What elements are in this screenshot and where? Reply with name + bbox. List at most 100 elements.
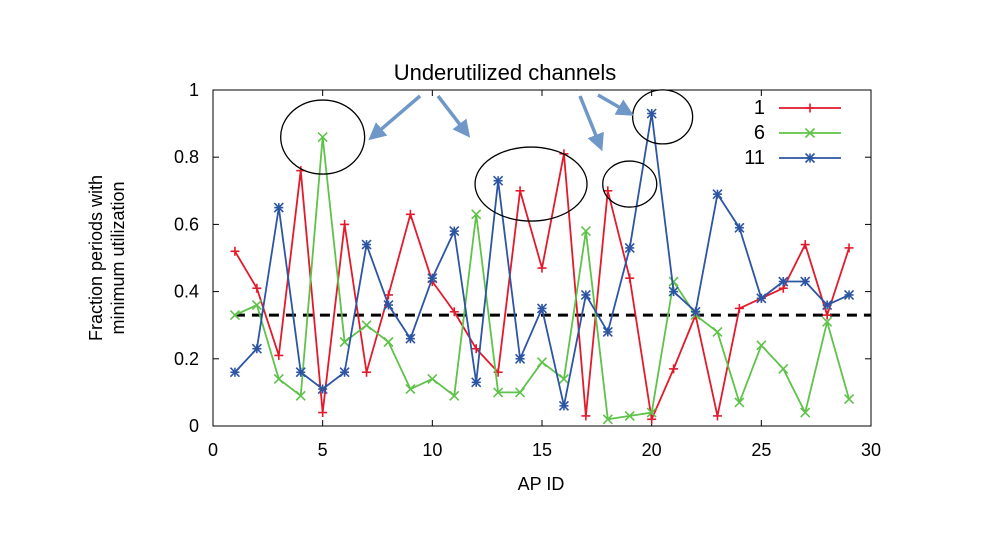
series-point-6 [756, 340, 767, 351]
series-point-11 [624, 242, 635, 253]
series-point-6 [800, 407, 811, 418]
legend-marker-11 [804, 152, 816, 164]
series-point-1 [800, 240, 810, 250]
series-point-6 [515, 387, 526, 398]
series-point-11 [339, 367, 350, 378]
y-axis-label-line-2: minimum utilization [108, 181, 128, 334]
series-point-11 [273, 202, 284, 213]
series-point-11 [449, 226, 460, 237]
series-point-1 [405, 209, 415, 219]
series-point-11 [558, 400, 569, 411]
series-point-6 [668, 276, 679, 287]
series-point-1 [647, 414, 657, 424]
legend-label-1: 1 [754, 97, 765, 119]
y-tick-label: 0.8 [174, 147, 199, 167]
series-point-6 [602, 414, 613, 425]
series-point-6 [251, 299, 262, 311]
series-point-1 [822, 310, 832, 320]
series-point-1 [340, 219, 350, 229]
series-point-11 [251, 343, 262, 354]
series-point-6 [734, 397, 745, 408]
series-point-6 [844, 394, 855, 405]
series-point-6 [295, 390, 306, 401]
series-point-1 [274, 350, 284, 360]
series-point-11 [668, 286, 679, 297]
series-point-1 [603, 186, 613, 196]
series-point-11 [317, 383, 328, 395]
series-point-11 [383, 299, 394, 311]
series-point-11 [756, 293, 767, 304]
y-tick-label: 0 [189, 416, 199, 436]
y-tick-label: 1 [189, 80, 199, 100]
series-point-6 [778, 363, 789, 374]
annotation-text: Underutilized channels [394, 60, 617, 85]
legend-label-11: 11 [744, 147, 765, 169]
series-point-11 [493, 175, 504, 186]
series-point-11 [822, 299, 833, 311]
series-point-11 [536, 303, 548, 314]
series-point-6 [624, 410, 635, 421]
series-point-1 [362, 367, 372, 377]
series-layer [229, 108, 855, 425]
x-tick-label: 5 [318, 440, 328, 460]
series-point-11 [844, 289, 855, 301]
y-axis-label-line-1: Fraction periods with [86, 175, 106, 341]
series-point-6 [273, 373, 284, 385]
highlight-ellipse [474, 146, 588, 222]
series-point-11 [800, 276, 811, 287]
series-point-1 [581, 411, 591, 421]
series-point-6 [405, 383, 416, 395]
series-point-11 [471, 377, 482, 388]
y-tick-label: 0.4 [174, 282, 199, 302]
x-tick-label: 20 [642, 440, 662, 460]
series-point-6 [536, 357, 548, 368]
series-point-1 [669, 364, 679, 374]
legend-marker-1 [805, 103, 815, 113]
series-point-11 [427, 273, 438, 284]
series-point-1 [734, 303, 744, 313]
series-point-1 [449, 307, 459, 317]
annotation-arrow [436, 94, 471, 138]
annotation-arrow [368, 94, 422, 141]
annotation-arrow [597, 93, 635, 116]
x-tick-label: 30 [861, 440, 881, 460]
series-point-11 [515, 353, 526, 364]
series-point-6 [317, 131, 328, 143]
series-point-6 [712, 326, 723, 337]
series-point-11 [229, 367, 240, 378]
series-point-6 [493, 387, 504, 398]
series-point-11 [646, 108, 657, 119]
x-tick-label: 15 [532, 440, 552, 460]
series-point-1 [230, 246, 240, 256]
series-point-6 [580, 226, 591, 237]
series-point-6 [361, 320, 372, 331]
series-point-6 [449, 390, 460, 401]
series-point-1 [318, 408, 328, 418]
series-point-1 [252, 283, 262, 293]
highlight-ellipse [631, 89, 694, 145]
series-point-6 [646, 407, 657, 418]
x-axis-label: AP ID [518, 474, 565, 494]
series-point-11 [690, 306, 701, 317]
series-point-11 [580, 289, 591, 301]
series-point-6 [471, 209, 482, 220]
series-point-6 [339, 336, 350, 348]
x-tick-label: 25 [751, 440, 771, 460]
series-point-1 [515, 186, 525, 196]
series-point-11 [602, 326, 613, 337]
series-point-6 [229, 310, 240, 321]
series-point-6 [427, 373, 438, 385]
series-point-1 [625, 273, 635, 283]
y-tick-label: 0.2 [174, 349, 199, 369]
series-point-11 [712, 189, 723, 200]
x-tick-label: 10 [422, 440, 442, 460]
highlight-ellipse [602, 160, 658, 208]
series-point-6 [822, 316, 833, 327]
series-point-11 [295, 367, 306, 378]
series-point-1 [712, 411, 722, 421]
series-point-6 [558, 373, 569, 385]
legend-label-6: 6 [754, 122, 765, 144]
series-point-11 [361, 239, 372, 250]
